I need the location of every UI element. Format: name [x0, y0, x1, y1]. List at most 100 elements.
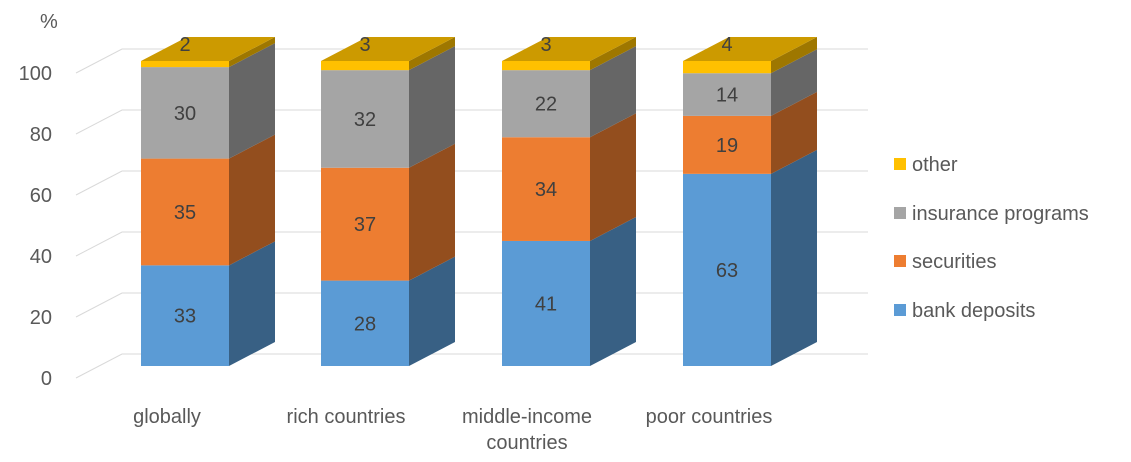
bar-segment-side	[771, 37, 817, 74]
bar-segment-front	[321, 61, 409, 71]
bar-segment-front	[502, 70, 590, 138]
legend-label: bank deposits	[912, 300, 1035, 322]
bar-segment	[321, 37, 455, 71]
data-label: 3	[540, 34, 551, 56]
bar-segment	[502, 37, 636, 71]
data-labels: 33 35 30 2 28 37 32 3 41 34 22 3 63 19 14 4	[174, 34, 738, 335]
legend-item: insurance programs	[894, 203, 1089, 225]
bar-segment-front	[683, 73, 771, 116]
bar-segment-front	[502, 240, 590, 366]
bar-segment	[141, 134, 275, 266]
bar-segment-side	[590, 37, 636, 71]
bar-segment-side	[229, 241, 275, 366]
data-label: 19	[716, 135, 738, 157]
legend-item: other	[894, 154, 958, 176]
data-label: 3	[359, 34, 370, 56]
bar-segment	[683, 37, 817, 74]
bar-segment-side	[771, 149, 817, 366]
bar-segment	[683, 49, 817, 116]
bar-segment-front	[321, 280, 409, 366]
bar-segment-side	[229, 43, 275, 159]
bar-segment-side	[229, 37, 275, 68]
bar-segment-side	[771, 49, 817, 116]
data-label: 22	[535, 94, 557, 116]
bar-segment-side	[229, 134, 275, 266]
bar-top	[321, 37, 455, 61]
y-tick-label: 0	[41, 368, 52, 390]
legend-label: insurance programs	[912, 203, 1089, 225]
legend-swatch	[894, 255, 906, 267]
bar-segment-front	[141, 67, 229, 159]
y-tick-label: 40	[30, 246, 52, 268]
y-tick-label: 80	[30, 124, 52, 146]
bar-segment-side	[590, 46, 636, 138]
legend-swatch	[894, 304, 906, 316]
y-axis: % 0 20 40 60 80 100	[19, 11, 58, 390]
x-axis-category-labels: globally rich countries middle-income count…	[133, 406, 772, 454]
bar-segment-side	[409, 256, 455, 366]
data-label: 4	[721, 34, 732, 56]
bar-segment	[502, 46, 636, 138]
gridlines	[75, 48, 868, 379]
data-label: 35	[174, 202, 196, 224]
category-label: rich countries	[287, 406, 406, 428]
data-label: 30	[174, 103, 196, 125]
bar-segment-front	[683, 173, 771, 366]
data-label: 32	[354, 109, 376, 131]
bar-segment	[321, 143, 455, 281]
category-label: poor countries	[646, 406, 773, 428]
bar-segment	[141, 43, 275, 159]
y-tick-label: 100	[19, 63, 52, 85]
bar-segment-front	[141, 61, 229, 68]
bar-segment	[321, 46, 455, 168]
data-label: 37	[354, 214, 376, 236]
bar-segment-front	[502, 137, 590, 241]
legend-swatch	[894, 158, 906, 170]
bar-segment	[141, 241, 275, 366]
bar-segment-front	[141, 158, 229, 266]
data-label: 41	[535, 293, 557, 315]
bar-segment	[502, 216, 636, 366]
data-label: 28	[354, 313, 376, 335]
legend-item: securities	[894, 251, 996, 273]
bar-segment-front	[683, 61, 771, 74]
bar-segment-side	[409, 37, 455, 71]
bars	[141, 37, 817, 366]
data-label: 14	[716, 85, 738, 107]
bar-segment-side	[590, 113, 636, 241]
bar-segment-side	[409, 143, 455, 281]
bar-top	[141, 37, 275, 61]
bar-segment	[683, 91, 817, 174]
data-label: 63	[716, 260, 738, 282]
gridline	[75, 353, 868, 379]
y-tick-label: 20	[30, 307, 52, 329]
bar-segment	[502, 113, 636, 241]
bar-segment-front	[683, 115, 771, 174]
legend-item: bank deposits	[894, 300, 1035, 322]
bar-top	[683, 37, 817, 61]
y-tick-label: 60	[30, 185, 52, 207]
category-label: middle-income countries	[462, 406, 592, 454]
legend-swatch	[894, 207, 906, 219]
bar-segment-front	[141, 265, 229, 366]
bar-segment-side	[590, 216, 636, 366]
bar-segment-side	[409, 46, 455, 168]
bar-segment-front	[502, 61, 590, 71]
bar-segment-front	[321, 167, 409, 281]
legend-label: securities	[912, 251, 996, 273]
data-label: 33	[174, 306, 196, 328]
data-label: 34	[535, 179, 557, 201]
legend: other insurance programs securities bank de…	[894, 154, 1089, 322]
bar-segment	[683, 149, 817, 366]
legend-label: other	[912, 154, 958, 176]
bar-segment-front	[321, 70, 409, 168]
bar-segment	[141, 37, 275, 68]
bar-segment-side	[771, 91, 817, 174]
bar-segment	[321, 256, 455, 366]
data-label: 2	[179, 34, 190, 56]
bar-top	[502, 37, 636, 61]
y-axis-unit-label: %	[40, 11, 58, 33]
category-label: globally	[133, 406, 201, 428]
